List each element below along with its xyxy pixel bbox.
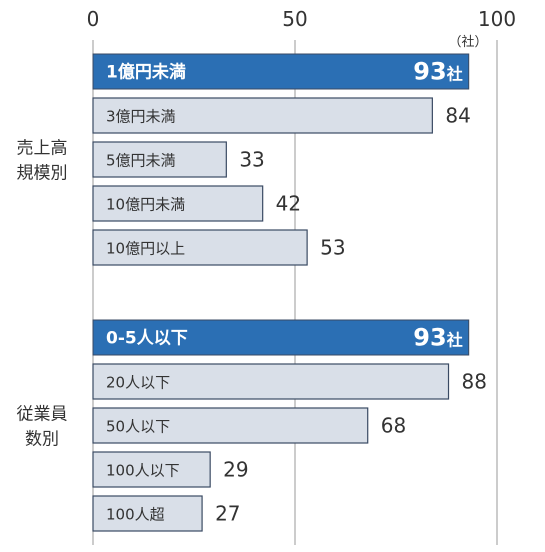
- bar: [92, 141, 227, 178]
- bar: [92, 185, 264, 222]
- bar-label: 20人以下: [106, 374, 170, 392]
- data-label: 93社: [413, 324, 462, 352]
- data-label: 33: [239, 148, 264, 172]
- bar-label: 3億円未満: [106, 108, 176, 126]
- data-label: 27: [215, 502, 240, 526]
- unit-label: （社）: [448, 34, 487, 50]
- data-label: 68: [381, 414, 406, 438]
- bar: [92, 451, 211, 488]
- bar: [92, 97, 433, 134]
- bar: [92, 495, 203, 532]
- bar-label: 10億円以上: [106, 240, 185, 258]
- bar: [92, 363, 450, 400]
- bar-label: 100人以下: [106, 462, 180, 480]
- bar-label: 100人超: [106, 506, 165, 524]
- x-tick-label: 0: [87, 7, 100, 31]
- group-label: 売上高: [17, 139, 68, 159]
- data-label: 84: [445, 104, 470, 128]
- bar-label: 50人以下: [106, 418, 170, 436]
- group-label: 数別: [25, 430, 59, 450]
- bar-label: 10億円未満: [106, 196, 185, 214]
- group-label: 従業員: [17, 405, 68, 425]
- data-label-unit: 社: [446, 331, 463, 350]
- x-tick-label: 50: [282, 7, 307, 31]
- bar-label: 0-5人以下: [106, 329, 188, 349]
- bar: [92, 319, 470, 356]
- data-label: 42: [276, 192, 301, 216]
- data-label-value: 93: [413, 324, 446, 352]
- data-label-unit: 社: [446, 65, 463, 84]
- bar-label: 5億円未満: [106, 152, 176, 170]
- group-label: 規模別: [17, 164, 68, 184]
- data-label: 88: [462, 370, 487, 394]
- data-label: 53: [320, 236, 345, 260]
- bar-label: 1億円未満: [106, 62, 186, 83]
- data-label: 93社: [413, 58, 462, 86]
- data-label: 29: [223, 458, 248, 482]
- bar: [92, 229, 308, 266]
- data-label-value: 93: [413, 58, 446, 86]
- x-tick-label: 100: [478, 7, 516, 31]
- bar: [92, 407, 369, 444]
- bar: [92, 53, 470, 90]
